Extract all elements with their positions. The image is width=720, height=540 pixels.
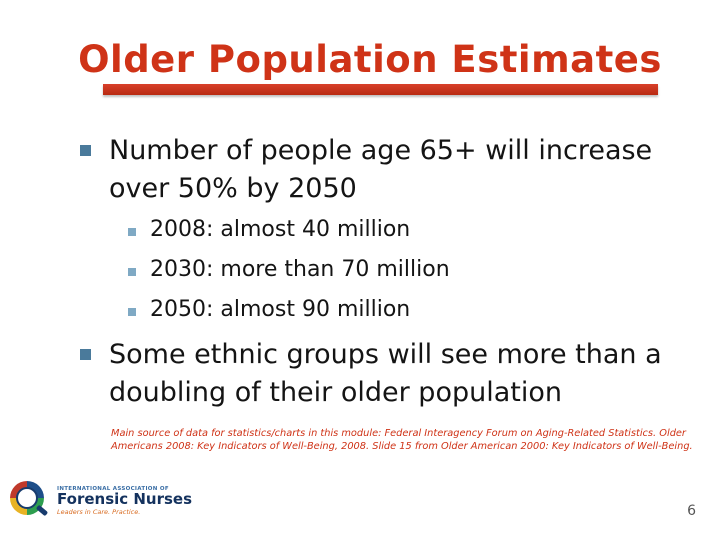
page-number: 6 (687, 503, 696, 519)
bullet-item: Some ethnic groups will see more than a … (80, 336, 690, 413)
sub-bullet-text: 2008: almost 40 million (150, 217, 411, 242)
logo-org-small-text: INTERNATIONAL ASSOCIATION OF (57, 485, 169, 492)
source-footnote: Main source of data for statistics/chart… (111, 428, 693, 453)
sub-bullet-square-icon (128, 268, 136, 276)
sub-bullet-item: 2050: almost 90 million (128, 296, 648, 325)
sub-bullet-square-icon (128, 308, 136, 316)
bullet-item: Number of people age 65+ will increase o… (80, 132, 665, 209)
logo-org-name: Forensic Nurses (57, 489, 193, 508)
slide-title: Older Population Estimates (78, 38, 662, 81)
sub-bullet-item: 2008: almost 40 million (128, 216, 648, 245)
forensic-nurses-logo: INTERNATIONAL ASSOCIATION OF Forensic Nu… (10, 481, 192, 521)
bullet-square-icon (80, 349, 91, 360)
logo-text: INTERNATIONAL ASSOCIATION OF Forensic Nu… (57, 486, 192, 517)
bullet-square-icon (80, 145, 91, 156)
sub-bullet-item: 2030: more than 70 million (128, 256, 648, 285)
sub-bullet-square-icon (128, 228, 136, 236)
sub-bullet-text: 2050: almost 90 million (150, 297, 411, 322)
bullet-text: Some ethnic groups will see more than a … (109, 339, 662, 409)
logo-tagline: Leaders in Care. Practice. (57, 508, 141, 517)
title-underline-bar (103, 84, 658, 95)
sub-bullet-text: 2030: more than 70 million (150, 257, 450, 282)
magnifier-badge-icon (10, 481, 50, 521)
bullet-text: Number of people age 65+ will increase o… (109, 135, 653, 205)
